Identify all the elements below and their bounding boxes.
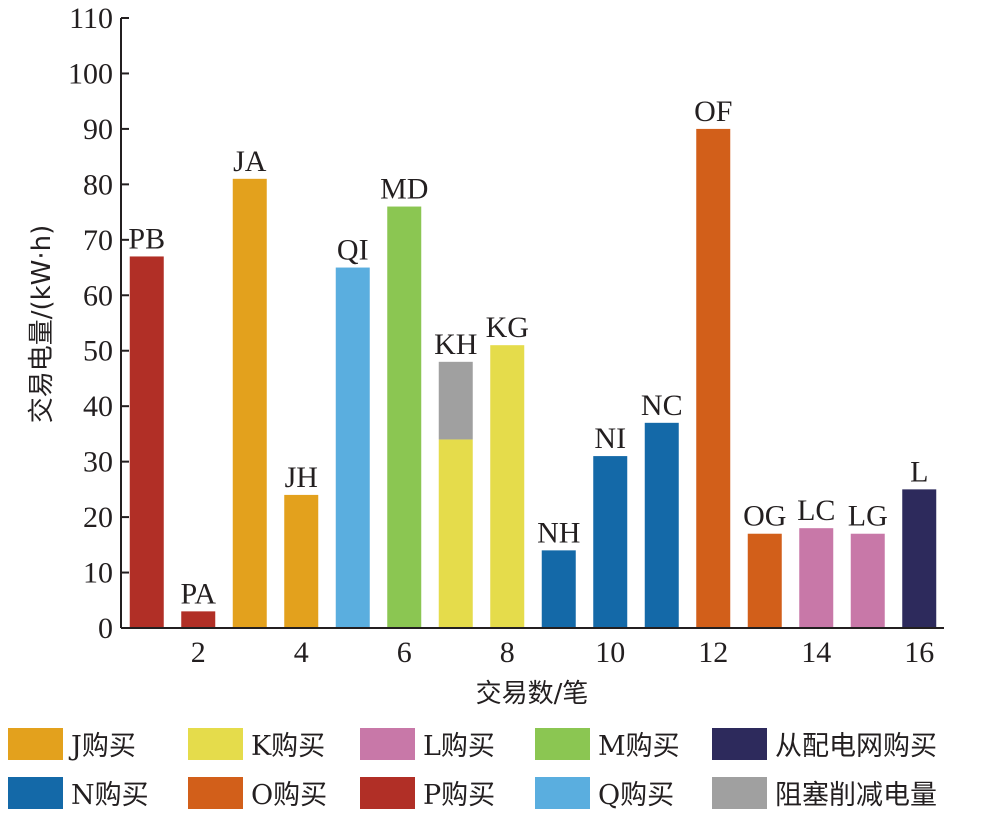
legend-label: 阻塞削减电量 <box>775 780 937 811</box>
bar-nh <box>541 550 576 628</box>
bar-og <box>747 533 782 628</box>
bar-ni <box>593 456 628 628</box>
y-tick-label: 110 <box>69 2 113 35</box>
bar-nc <box>644 422 679 628</box>
bar-label: KH <box>434 328 477 361</box>
legend-label: J购买 <box>68 731 136 762</box>
bar-label: OG <box>743 500 786 533</box>
y-tick-label: 100 <box>68 57 113 90</box>
legend-label: P购买 <box>423 780 495 811</box>
bar-label: QI <box>337 234 369 267</box>
y-tick-label: 30 <box>83 446 113 479</box>
legend-swatch <box>8 777 63 809</box>
bar-kg <box>490 345 525 628</box>
legend: J购买 K购买 L购买 M购买 从配电网购买 N购买 O购买 P购买 Q购买 阻塞削减电量 <box>8 728 937 811</box>
bar-label: LG <box>848 500 888 533</box>
x-tick-label: 4 <box>294 636 309 669</box>
x-tick-label: 8 <box>500 636 515 669</box>
bar-qi <box>335 267 370 628</box>
y-tick-label: 50 <box>83 335 113 368</box>
bar-of <box>696 128 731 628</box>
x-tick-label: 2 <box>191 636 206 669</box>
legend-label: K购买 <box>251 731 325 762</box>
legend-label: 从配电网购买 <box>775 731 937 762</box>
bar-kh <box>438 439 473 628</box>
x-axis-title: 交易数/笔 <box>476 679 589 709</box>
legend-swatch <box>360 777 415 809</box>
bar-label: PA <box>180 577 216 610</box>
bar-lg <box>850 533 885 628</box>
bar-label: MD <box>380 173 428 206</box>
legend-label: O购买 <box>251 780 327 811</box>
x-tick-label: 10 <box>595 636 625 669</box>
y-tick-label: 80 <box>83 168 113 201</box>
legend-swatch <box>8 728 63 760</box>
legend-swatch <box>712 728 767 760</box>
y-tick-label: 70 <box>83 224 113 257</box>
x-tick-label: 12 <box>698 636 728 669</box>
legend-label: Q购买 <box>598 780 674 811</box>
y-tick-label: 0 <box>98 612 113 645</box>
bar-l <box>902 489 937 628</box>
legend-swatch <box>535 777 590 809</box>
legend-swatch <box>188 728 243 760</box>
bar-label: NH <box>537 516 580 549</box>
legend-label: L购买 <box>423 731 495 762</box>
bar-pa <box>181 611 216 628</box>
legend-swatch <box>188 777 243 809</box>
bars <box>129 128 937 628</box>
y-axis-title: 交易电量/(kW·h) <box>27 225 57 424</box>
bar-label: PB <box>128 222 165 255</box>
y-tick-label: 40 <box>83 390 113 423</box>
bar-label: LC <box>797 494 835 527</box>
legend-swatch <box>360 728 415 760</box>
bar-labels: PB PA JA JH QI MD KH KG NH NI NC OF OG LC LG L <box>128 95 928 610</box>
bar-label: KG <box>486 311 529 344</box>
x-tick-label: 16 <box>904 636 934 669</box>
legend-swatch <box>712 777 767 809</box>
x-tick-label: 6 <box>397 636 412 669</box>
bar-label: OF <box>694 95 732 128</box>
y-tick-label: 90 <box>83 113 113 146</box>
bar-ja <box>232 178 267 628</box>
y-axis-ticks: 0 10 20 30 40 50 60 70 80 90 100 110 <box>68 2 129 645</box>
y-tick-label: 20 <box>83 501 113 534</box>
bar-label: L <box>910 455 928 488</box>
legend-swatch <box>535 728 590 760</box>
y-tick-label: 10 <box>83 557 113 590</box>
bar-jh <box>284 494 319 628</box>
bar-md <box>387 206 422 628</box>
y-tick-label: 60 <box>83 279 113 312</box>
legend-label: M购买 <box>598 731 680 762</box>
bar-kh-congestion <box>438 361 473 440</box>
x-tick-label: 14 <box>801 636 831 669</box>
bar-label: NI <box>594 422 626 455</box>
bar-pb <box>129 256 164 628</box>
bar-label: JA <box>233 145 267 178</box>
bar-label: JH <box>285 461 318 494</box>
bar-label: NC <box>641 389 683 422</box>
legend-label: N购买 <box>71 780 149 811</box>
bar-lc <box>799 528 834 628</box>
